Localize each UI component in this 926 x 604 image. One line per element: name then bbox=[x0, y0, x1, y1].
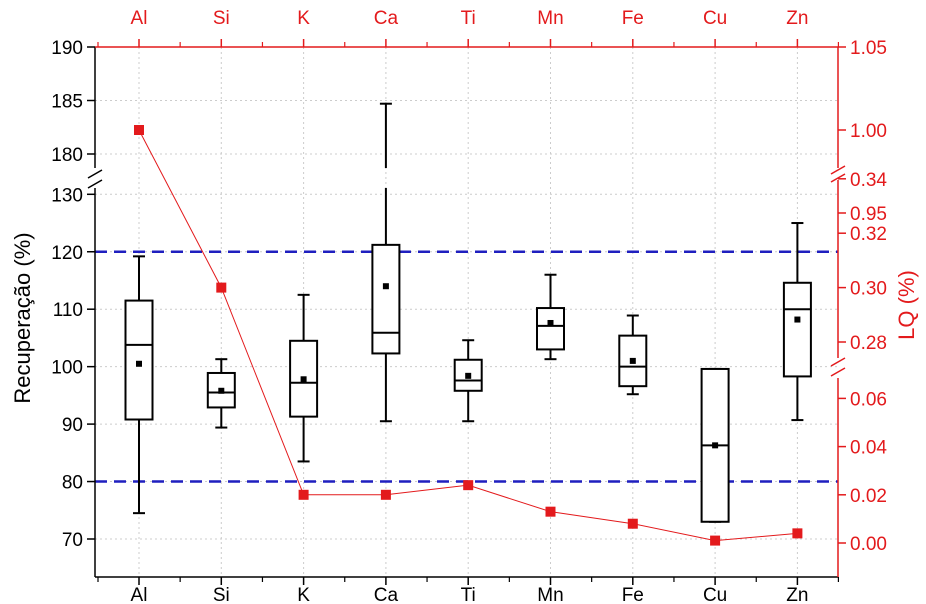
lq-point bbox=[380, 489, 391, 500]
box-mean bbox=[218, 387, 225, 394]
top-tick-label: Al bbox=[131, 8, 148, 29]
box-iqr bbox=[536, 307, 565, 351]
right-tick-label: 0.00 bbox=[850, 534, 887, 555]
top-tick-label: Cu bbox=[703, 8, 727, 29]
x-tick-label: Ti bbox=[461, 585, 476, 604]
right-tick-label: 0.02 bbox=[850, 486, 887, 507]
axis-break-mark bbox=[830, 165, 846, 175]
right-tick-label: 0.28 bbox=[850, 333, 887, 354]
box-iqr bbox=[124, 299, 154, 421]
box-al bbox=[124, 255, 154, 515]
top-tick-label: Ti bbox=[461, 8, 476, 29]
left-tick-label: 100 bbox=[51, 358, 83, 379]
left-tick-label: 110 bbox=[53, 300, 83, 321]
right-tick-label: 0.34 bbox=[850, 170, 887, 191]
x-tick-label: Fe bbox=[622, 585, 644, 604]
x-tick-label: K bbox=[297, 585, 310, 604]
lq-point bbox=[134, 125, 144, 135]
y-axis-label-left: Recuperação (%) bbox=[10, 232, 35, 403]
box-plots bbox=[124, 102, 812, 523]
right-tick-label: 0.04 bbox=[850, 438, 887, 459]
box-fe bbox=[618, 314, 648, 396]
left-tick-label: 120 bbox=[51, 243, 83, 264]
box-mean bbox=[300, 376, 307, 383]
right-tick-label: 0.30 bbox=[850, 279, 887, 300]
lq-line bbox=[138, 129, 798, 542]
left-tick-label: 80 bbox=[62, 473, 83, 494]
lq-point bbox=[298, 489, 309, 500]
axis-break-mark bbox=[830, 357, 846, 367]
axis-break-mark bbox=[830, 367, 846, 377]
lq-point bbox=[710, 535, 721, 546]
x-tick-label: Cu bbox=[703, 585, 727, 604]
box-mean bbox=[136, 360, 142, 367]
right-tick-label: 1.00 bbox=[850, 121, 887, 142]
box-mean bbox=[382, 283, 389, 290]
right-tick-label: 1.05 bbox=[850, 38, 887, 59]
x-tick-label: Mn bbox=[537, 585, 563, 604]
box-mn bbox=[536, 273, 565, 361]
lq-point bbox=[463, 480, 474, 491]
lq-series bbox=[134, 125, 803, 546]
top-tick-label: Zn bbox=[786, 8, 808, 29]
right-tick-label: 0.32 bbox=[850, 224, 887, 245]
x-tick-label: Ca bbox=[374, 585, 399, 604]
top-tick-label: Mn bbox=[537, 8, 563, 29]
box-mean bbox=[794, 316, 801, 323]
left-tick-label: 70 bbox=[62, 530, 83, 551]
box-ca bbox=[371, 102, 401, 423]
lq-point bbox=[216, 282, 227, 293]
left-tick-label: 130 bbox=[51, 185, 83, 206]
box-mean bbox=[712, 442, 719, 449]
axis-break-mark bbox=[87, 179, 103, 189]
axis-break-mark bbox=[87, 169, 103, 179]
box-mean bbox=[547, 319, 554, 326]
x-tick-label: Si bbox=[213, 585, 230, 604]
x-tick-label: Al bbox=[131, 585, 148, 604]
y-axis-label-right: LQ (%) bbox=[894, 270, 919, 340]
box-k bbox=[289, 293, 319, 463]
top-tick-label: Fe bbox=[622, 8, 644, 29]
box-mean bbox=[465, 372, 472, 379]
box-si bbox=[206, 358, 236, 429]
x-tick-label: Zn bbox=[786, 585, 808, 604]
axes: 70 80 90 100 110 120 130 180 185 190 0.00 0.02 0.04 0… bbox=[51, 8, 887, 604]
top-tick-label: Si bbox=[213, 8, 230, 29]
box-zn bbox=[782, 222, 812, 422]
left-tick-label: 190 bbox=[51, 38, 83, 59]
box-mean bbox=[629, 357, 636, 364]
lq-point bbox=[545, 506, 556, 517]
axis-break-mark bbox=[830, 173, 846, 183]
left-tick-label: 185 bbox=[51, 92, 83, 113]
box-iqr bbox=[371, 243, 401, 355]
box-iqr bbox=[782, 281, 812, 378]
top-tick-label: Ca bbox=[374, 8, 399, 29]
right-tick-label: 0.06 bbox=[850, 389, 887, 410]
top-tick-label: K bbox=[297, 8, 310, 29]
box-ti bbox=[453, 339, 483, 423]
left-tick-label: 90 bbox=[62, 415, 83, 436]
box-cu bbox=[700, 367, 730, 523]
left-tick-label: 180 bbox=[51, 145, 83, 166]
lq-point bbox=[627, 518, 638, 529]
lq-point bbox=[792, 528, 803, 539]
right-tick-label: 0.95 bbox=[850, 204, 887, 225]
